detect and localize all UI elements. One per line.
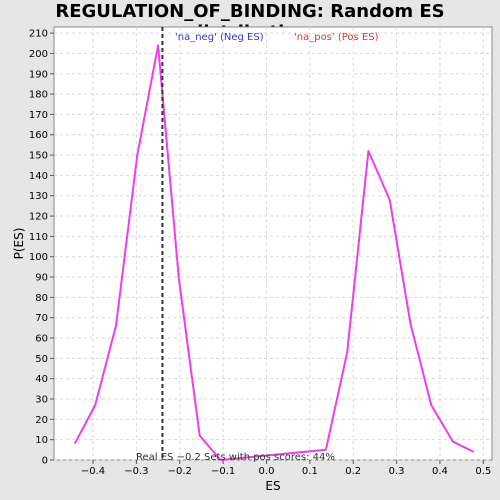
- y-tick-label: 40: [35, 374, 48, 385]
- y-axis: 0 10 20 30 40 50 60 70 80 90 100 110 120 130 140 150 160…: [29, 29, 54, 467]
- y-tick-label: 200: [29, 49, 48, 60]
- y-tick-label: 90: [35, 273, 48, 284]
- y-tick-label: 110: [29, 232, 48, 243]
- y-tick-label: 100: [29, 252, 48, 263]
- y-tick-label: 30: [35, 395, 48, 406]
- x-tick-label: −0.2: [168, 466, 192, 477]
- x-tick-label: 0.3: [389, 466, 405, 477]
- series-layer: [73, 44, 475, 461]
- y-tick-label: 0: [42, 456, 48, 467]
- x-tick-label: 0.1: [302, 466, 318, 477]
- y-tick-label: 80: [35, 293, 48, 304]
- real-es-label: Real ES −0.2: [136, 452, 201, 463]
- x-tick-label: 0.4: [432, 466, 448, 477]
- y-tick-label: 70: [35, 313, 48, 324]
- x-axis: −0.4 −0.3 −0.2 −0.1 0.0 0.1 0.2 0.3 0.4 0.5: [81, 460, 491, 477]
- es-density-line: [73, 44, 475, 461]
- x-tick-label: 0.2: [345, 466, 361, 477]
- legend-pos-es: 'na_pos' (Pos ES): [294, 32, 379, 43]
- x-tick-label: 0.0: [259, 466, 275, 477]
- x-tick-label: 0.5: [475, 466, 491, 477]
- x-tick-label: −0.1: [211, 466, 235, 477]
- y-tick-label: 50: [35, 354, 48, 365]
- x-tick-label: −0.4: [81, 466, 105, 477]
- y-tick-label: 120: [29, 212, 48, 223]
- y-tick-label: 170: [29, 110, 48, 121]
- y-tick-label: 130: [29, 191, 48, 202]
- y-tick-label: 150: [29, 151, 48, 162]
- legend-neg-es: 'na_neg' (Neg ES): [175, 32, 264, 43]
- y-tick-label: 140: [29, 171, 48, 182]
- y-tick-label: 180: [29, 90, 48, 101]
- grid-lines: [54, 27, 492, 461]
- x-tick-label: −0.3: [124, 466, 148, 477]
- plot-area: [53, 26, 493, 461]
- y-tick-label: 60: [35, 334, 48, 345]
- y-axis-title: P(ES): [12, 228, 26, 260]
- x-axis-title: ES: [265, 479, 280, 493]
- y-tick-label: 190: [29, 69, 48, 80]
- y-tick-label: 10: [35, 435, 48, 446]
- pos-scores-annotation: Sets with pos scores: 44%: [204, 452, 335, 463]
- y-tick-label: 210: [29, 29, 48, 40]
- y-tick-label: 160: [29, 130, 48, 141]
- y-tick-label: 20: [35, 415, 48, 426]
